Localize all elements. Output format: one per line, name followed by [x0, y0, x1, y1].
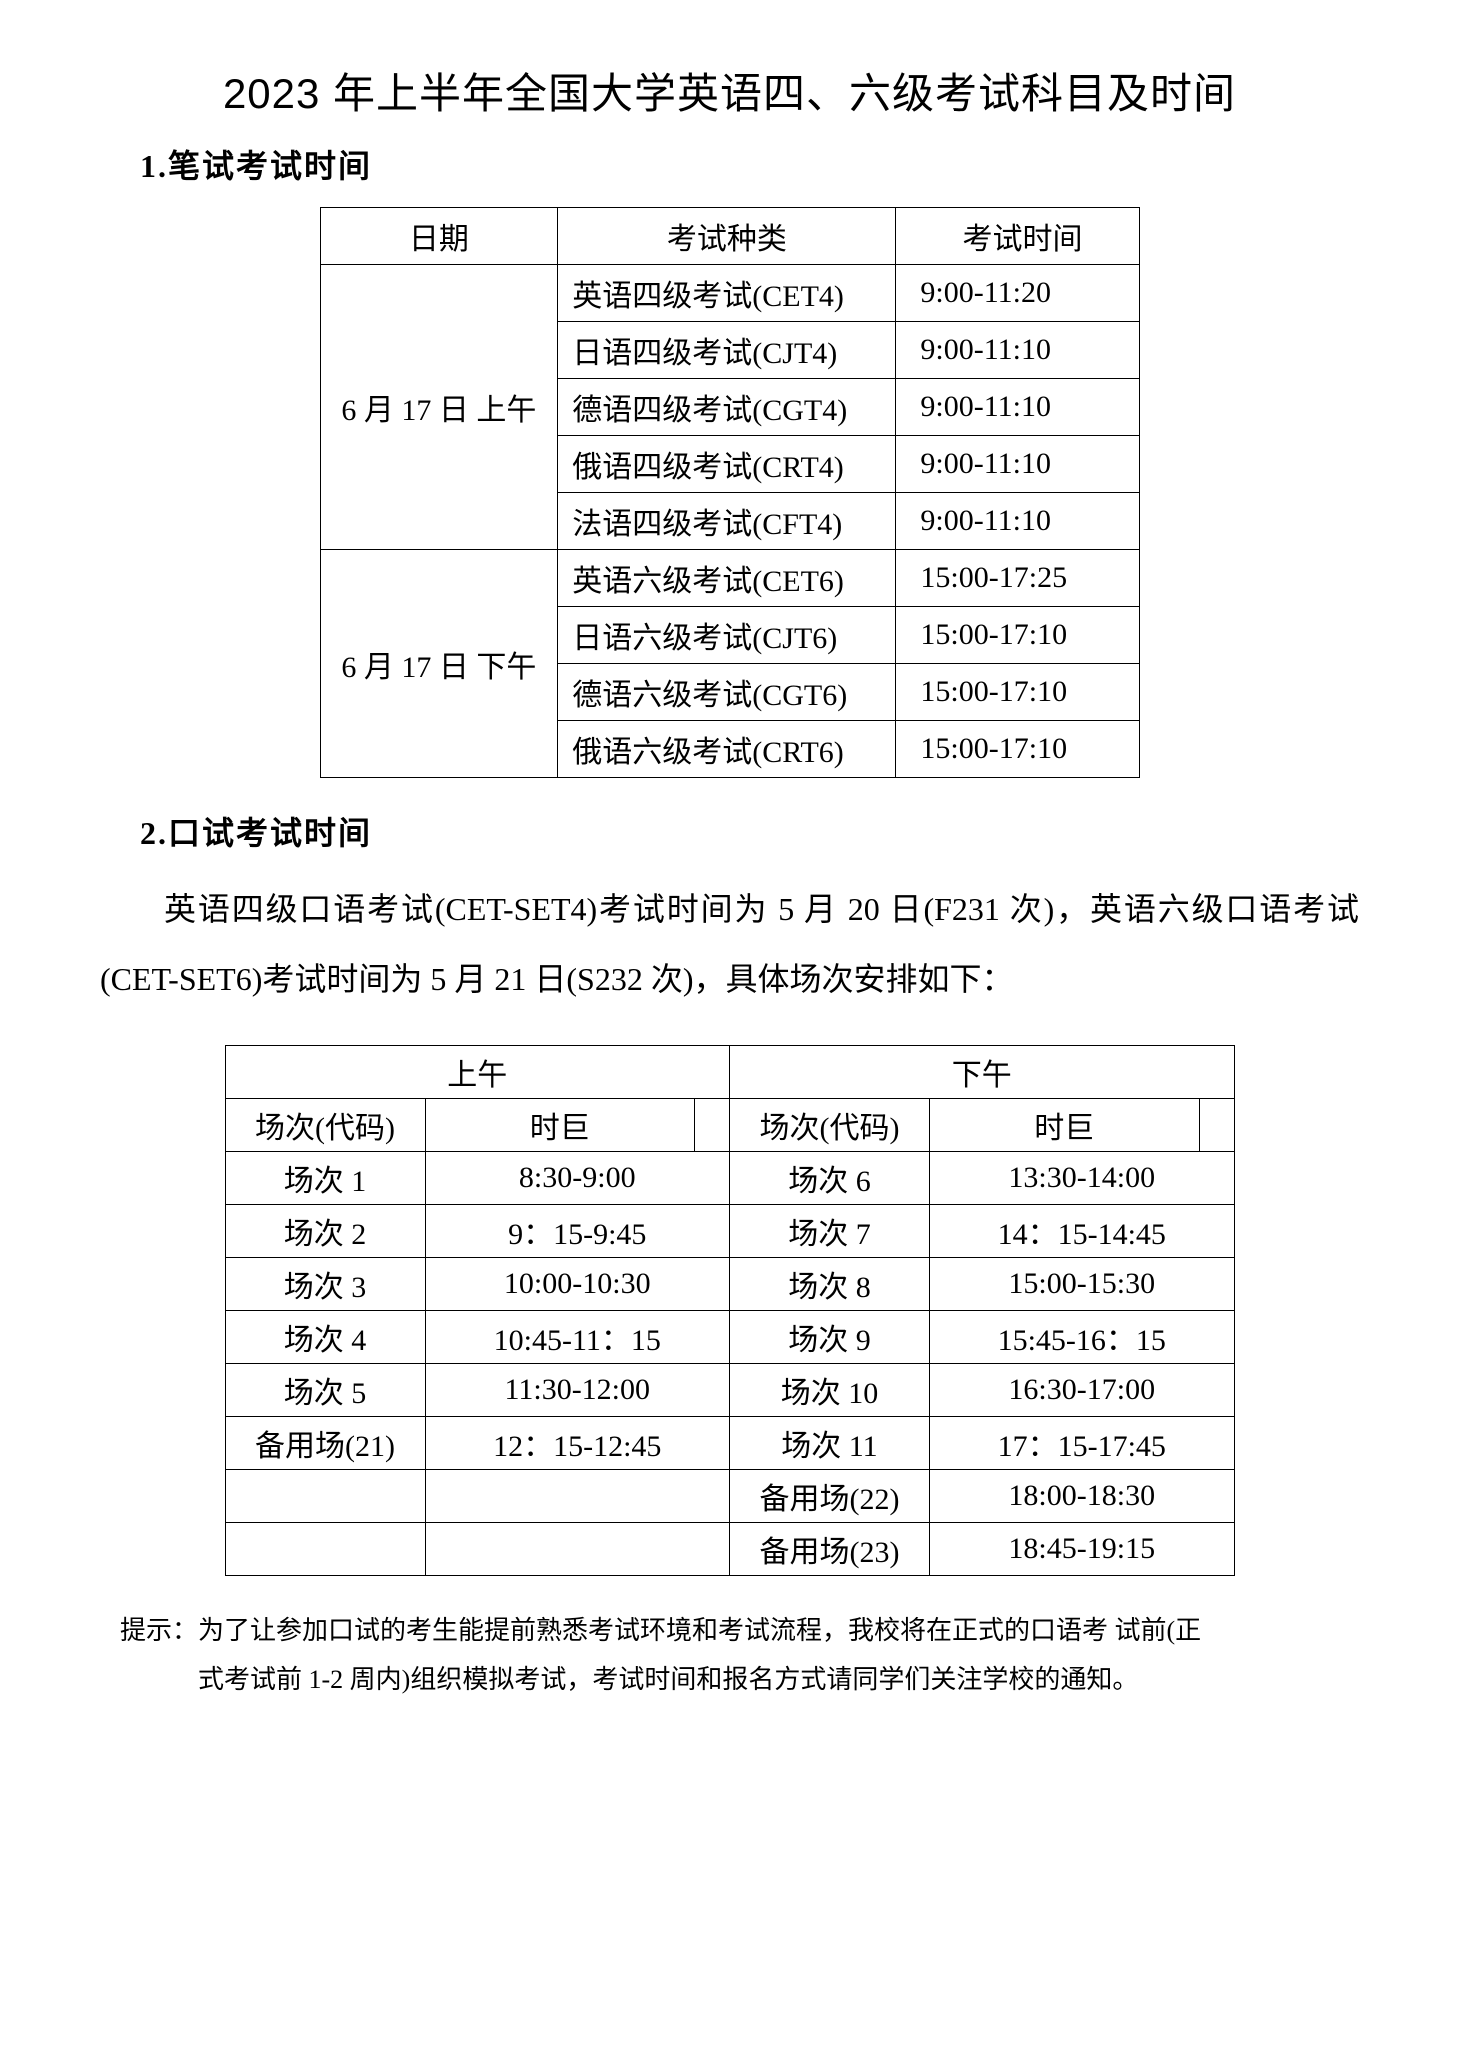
written-cell: 俄语六级考试(CRT6)	[558, 721, 896, 778]
speaking-cell: 17：15-17:45	[930, 1416, 1235, 1469]
speaking-table-wrapper: 上午 下午 场次(代码) 时巨 场次(代码) 时巨 场次 1 8:30-9:00…	[80, 1045, 1379, 1576]
gap-cell	[695, 1098, 730, 1151]
speaking-cell: 备用场(21)	[225, 1416, 425, 1469]
speaking-cell: 场次 3	[225, 1257, 425, 1310]
written-cell: 英语六级考试(CET6)	[558, 550, 896, 607]
speaking-cell: 备用场(22)	[730, 1469, 930, 1522]
written-cell: 日语四级考试(CJT4)	[558, 322, 896, 379]
speaking-cell: 16:30-17:00	[930, 1363, 1235, 1416]
note-line1: 提示：为了让参加口试的考生能提前熟悉考试环境和考试流程，我校将在正式的口语考 试…	[120, 1616, 1201, 1645]
speaking-sub-code-am: 场次(代码)	[225, 1098, 425, 1151]
speaking-cell: 9：15-9:45	[425, 1204, 730, 1257]
written-cell: 15:00-17:10	[896, 721, 1139, 778]
speaking-cell: 11:30-12:00	[425, 1363, 730, 1416]
speaking-header-pm: 下午	[730, 1045, 1235, 1098]
written-table-wrapper: 日期 考试种类 考试时间 6 月 17 日 上午 英语四级考试(CET4) 9:…	[80, 207, 1379, 778]
written-cell: 德语六级考试(CGT6)	[558, 664, 896, 721]
speaking-cell: 场次 1	[225, 1151, 425, 1204]
written-cell: 法语四级考试(CFT4)	[558, 493, 896, 550]
speaking-cell: 场次 7	[730, 1204, 930, 1257]
speaking-cell: 18:45-19:15	[930, 1522, 1235, 1575]
written-header-date: 日期	[320, 208, 558, 265]
speaking-cell: 场次 11	[730, 1416, 930, 1469]
speaking-cell: 10:00-10:30	[425, 1257, 730, 1310]
written-cell: 9:00-11:10	[896, 322, 1139, 379]
speaking-cell: 场次 10	[730, 1363, 930, 1416]
speaking-cell: 15:45-16：15	[930, 1310, 1235, 1363]
speaking-cell	[425, 1469, 730, 1522]
speaking-cell: 18:00-18:30	[930, 1469, 1235, 1522]
speaking-cell: 8:30-9:00	[425, 1151, 730, 1204]
written-cell: 9:00-11:10	[896, 436, 1139, 493]
speaking-cell: 14：15-14:45	[930, 1204, 1235, 1257]
speaking-paragraph: 英语四级口语考试(CET-SET4)考试时间为 5 月 20 日(F231 次)…	[100, 874, 1359, 1015]
written-cell: 日语六级考试(CJT6)	[558, 607, 896, 664]
speaking-cell	[225, 1469, 425, 1522]
written-afternoon-date: 6 月 17 日 下午	[320, 550, 558, 778]
section1-heading: 1.笔试考试时间	[140, 141, 1379, 187]
gap-cell	[1199, 1098, 1234, 1151]
speaking-cell: 备用场(23)	[730, 1522, 930, 1575]
speaking-cell: 15:00-15:30	[930, 1257, 1235, 1310]
speaking-cell	[425, 1522, 730, 1575]
written-cell: 9:00-11:10	[896, 493, 1139, 550]
document-title: 2023 年上半年全国大学英语四、六级考试科目及时间	[80, 60, 1379, 121]
speaking-header-am: 上午	[225, 1045, 730, 1098]
speaking-cell: 10:45-11：15	[425, 1310, 730, 1363]
speaking-cell: 场次 8	[730, 1257, 930, 1310]
speaking-cell: 场次 5	[225, 1363, 425, 1416]
speaking-cell: 场次 2	[225, 1204, 425, 1257]
written-cell: 9:00-11:10	[896, 379, 1139, 436]
speaking-cell: 场次 6	[730, 1151, 930, 1204]
note-text: 提示：为了让参加口试的考生能提前熟悉考试环境和考试流程，我校将在正式的口语考 试…	[120, 1606, 1339, 1705]
speaking-cell: 场次 4	[225, 1310, 425, 1363]
written-header-type: 考试种类	[558, 208, 896, 265]
section2-heading: 2.口试考试时间	[140, 808, 1379, 854]
written-cell: 15:00-17:10	[896, 664, 1139, 721]
speaking-cell: 13:30-14:00	[930, 1151, 1235, 1204]
written-cell: 德语四级考试(CGT4)	[558, 379, 896, 436]
speaking-cell: 12：15-12:45	[425, 1416, 730, 1469]
written-cell: 15:00-17:25	[896, 550, 1139, 607]
speaking-cell	[225, 1522, 425, 1575]
written-morning-date: 6 月 17 日 上午	[320, 265, 558, 550]
speaking-sub-span-am: 时巨	[425, 1098, 695, 1151]
written-cell: 9:00-11:20	[896, 265, 1139, 322]
written-cell: 俄语四级考试(CRT4)	[558, 436, 896, 493]
note-line2: 式考试前 1-2 周内)组织模拟考试，考试时间和报名方式请同学们关注学校的通知。	[120, 1655, 1339, 1704]
speaking-cell: 场次 9	[730, 1310, 930, 1363]
written-header-time: 考试时间	[896, 208, 1139, 265]
written-exam-table: 日期 考试种类 考试时间 6 月 17 日 上午 英语四级考试(CET4) 9:…	[320, 207, 1140, 778]
written-cell: 15:00-17:10	[896, 607, 1139, 664]
speaking-sub-code-pm: 场次(代码)	[730, 1098, 930, 1151]
speaking-sub-span-pm: 时巨	[930, 1098, 1200, 1151]
written-cell: 英语四级考试(CET4)	[558, 265, 896, 322]
speaking-exam-table: 上午 下午 场次(代码) 时巨 场次(代码) 时巨 场次 1 8:30-9:00…	[225, 1045, 1235, 1576]
